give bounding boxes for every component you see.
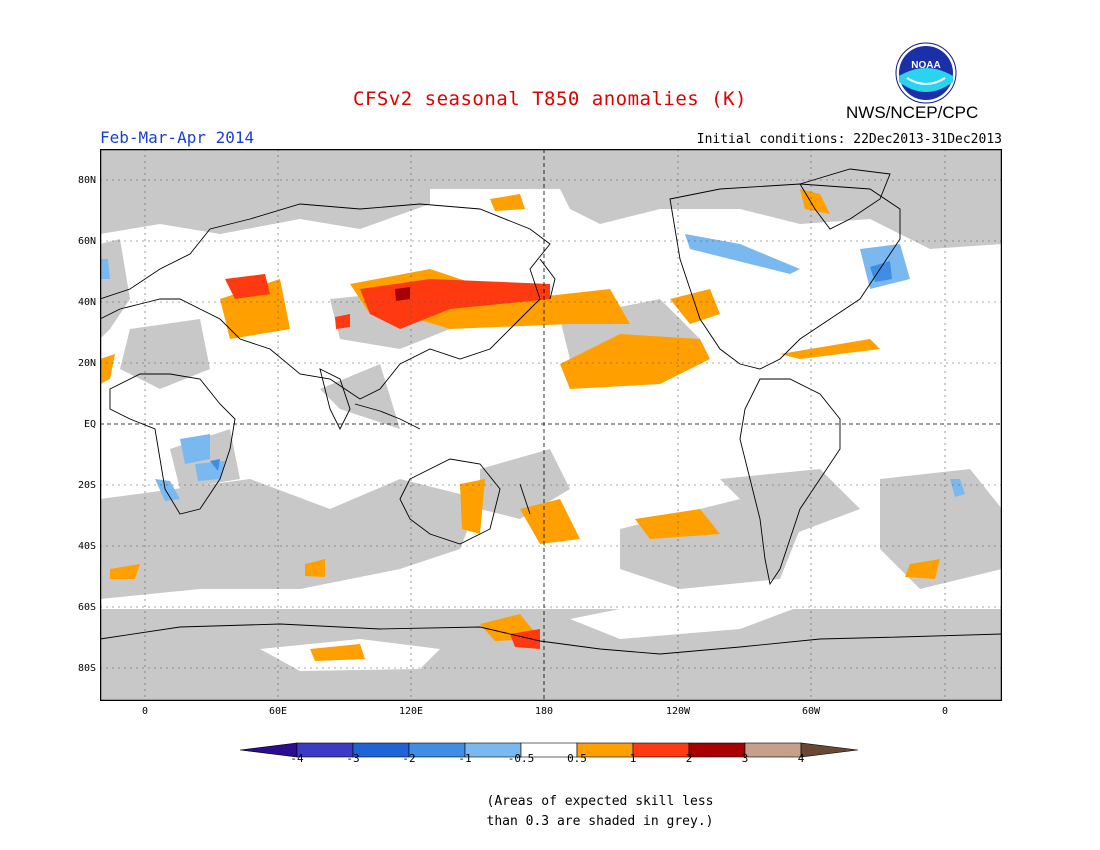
grey-skill-shading [100,149,1002,701]
skill-note-line1: (Areas of expected skill less [486,794,714,809]
skill-note: (Areas of expected skill less than 0.3 a… [470,792,730,832]
lon-label: 120W [665,706,691,717]
map-canvas [100,149,1002,701]
colorbar-label: -2 [402,752,416,765]
map-frame [100,149,1002,701]
noaa-logo-icon: NOAA [895,42,957,104]
lon-label: 180 [534,706,554,717]
lon-label: 0 [941,706,949,717]
lon-label: 0 [141,706,149,717]
lat-label: 20S [77,480,96,491]
lat-label: 80N [77,175,96,186]
lat-label: 80S [77,663,96,674]
lat-label: 40S [77,541,96,552]
colorbar-label: 0.5 [567,752,587,765]
lat-label: EQ [83,419,96,430]
colorbar-label: -1 [458,752,472,765]
colorbar-label: -4 [290,752,304,765]
forecast-period: Feb-Mar-Apr 2014 [100,128,255,147]
coastlines [100,168,1002,655]
colorbar-label: 3 [741,752,749,765]
colorbar-label: -3 [346,752,360,765]
logo-text: NOAA [911,60,940,71]
colorbar-label: 4 [797,752,805,765]
anomaly-map [100,149,1002,701]
map-title: CFSv2 seasonal T850 anomalies (K) [353,88,747,110]
lat-label: 60S [77,602,96,613]
lat-label: 40N [77,297,96,308]
lat-label: 60N [77,236,96,247]
organization-label: NWS/NCEP/CPC [846,103,979,122]
lon-label: 120E [398,706,424,717]
initial-conditions: Initial conditions: 22Dec2013-31Dec2013 [696,132,1002,147]
colorbar-label: 2 [685,752,693,765]
graticule [100,149,1002,701]
colorbar-label: -0.5 [507,752,535,765]
colorbar-cell [800,742,859,758]
color-bar [240,742,859,758]
lat-label: 20N [77,358,96,369]
warm-anomaly-darkred [395,287,410,301]
colorbar-label: 1 [629,752,637,765]
lon-label: 60W [801,706,821,717]
lon-label: 60E [268,706,288,717]
skill-note-line2: than 0.3 are shaded in grey.) [486,814,714,829]
